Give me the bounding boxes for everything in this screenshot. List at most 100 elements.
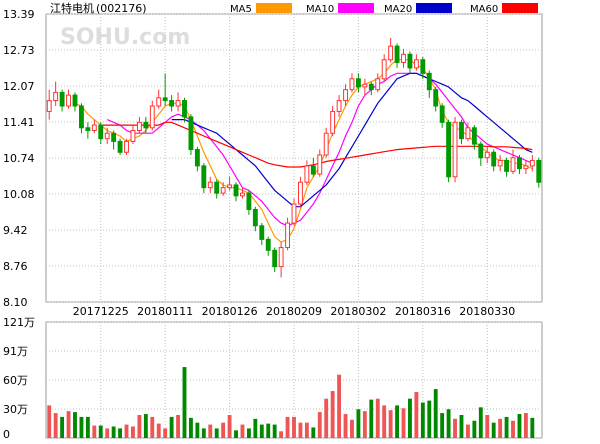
candle-body bbox=[214, 181, 220, 194]
volume-bar bbox=[356, 409, 361, 438]
volume-bar bbox=[459, 414, 464, 438]
volume-bar bbox=[266, 423, 271, 438]
volume-bar bbox=[324, 398, 329, 438]
volume-bar bbox=[285, 416, 290, 438]
volume-bar bbox=[350, 419, 354, 438]
candle bbox=[478, 141, 484, 166]
volume-axis-labels: 121万 91万 60万 30万 0 bbox=[3, 316, 35, 441]
volume-bar bbox=[150, 416, 155, 438]
candle-body bbox=[169, 100, 175, 107]
price-tick-label: 13.39 bbox=[3, 8, 35, 21]
volume-bar bbox=[304, 422, 309, 438]
candle bbox=[426, 70, 432, 98]
volume-bar bbox=[311, 427, 316, 438]
volume-bar bbox=[208, 424, 213, 438]
candle-body bbox=[104, 132, 110, 140]
candle bbox=[497, 155, 503, 172]
date-tick-label: 20171225 bbox=[73, 305, 129, 318]
price-tick-label: 10.74 bbox=[3, 152, 35, 165]
candle-body bbox=[394, 45, 400, 63]
volume-bar bbox=[143, 414, 148, 438]
date-tick-label: 20180302 bbox=[330, 305, 386, 318]
volume-bar bbox=[259, 424, 264, 438]
candle-body bbox=[343, 89, 348, 102]
volume-bar bbox=[111, 426, 116, 438]
candle-body bbox=[85, 127, 91, 132]
date-tick-label: 20180209 bbox=[266, 305, 322, 318]
candle-body bbox=[272, 249, 278, 268]
candle bbox=[433, 86, 439, 112]
candle bbox=[536, 157, 542, 188]
candle bbox=[291, 198, 297, 226]
volume-bar bbox=[362, 411, 367, 438]
candle bbox=[471, 125, 477, 150]
candle-body bbox=[433, 89, 439, 107]
candle bbox=[362, 78, 368, 96]
volume-bar bbox=[47, 405, 52, 438]
candle bbox=[523, 160, 529, 175]
candle-body bbox=[375, 78, 381, 91]
candle-body bbox=[233, 184, 239, 197]
candle bbox=[259, 223, 265, 245]
candle-body bbox=[491, 151, 497, 167]
candle-body bbox=[143, 121, 149, 129]
price-tick-label: 8.76 bbox=[3, 260, 28, 273]
candle bbox=[446, 119, 452, 183]
candle bbox=[104, 127, 110, 145]
volume-bar bbox=[79, 416, 84, 438]
candle-body bbox=[368, 83, 374, 91]
candle bbox=[207, 176, 213, 194]
candle-body bbox=[426, 72, 432, 91]
candle bbox=[265, 236, 271, 256]
candle-body bbox=[278, 247, 284, 268]
candle-body bbox=[66, 94, 71, 107]
candle bbox=[349, 73, 355, 93]
volume-bar bbox=[98, 425, 103, 438]
candle-body bbox=[46, 100, 52, 112]
volume-tick-label: 60万 bbox=[3, 374, 28, 387]
volume-bar bbox=[317, 412, 322, 438]
volume-bar bbox=[530, 417, 535, 438]
volume-bar bbox=[433, 389, 438, 438]
date-tick-label: 20180330 bbox=[459, 305, 515, 318]
candle bbox=[53, 81, 59, 107]
candle-body bbox=[136, 121, 142, 132]
volume-bar bbox=[53, 413, 58, 438]
candle bbox=[182, 97, 187, 123]
candle-body bbox=[156, 97, 162, 107]
candle-body bbox=[536, 159, 542, 183]
candle bbox=[66, 89, 71, 109]
candle-body bbox=[310, 165, 316, 175]
candle-body bbox=[452, 121, 458, 178]
candle-body bbox=[194, 149, 200, 167]
candle-body bbox=[497, 159, 503, 167]
volume-bar bbox=[118, 428, 123, 438]
volume-tick-label: 121万 bbox=[3, 316, 35, 329]
date-tick-label: 20180126 bbox=[202, 305, 258, 318]
legend-swatch bbox=[502, 3, 538, 13]
candle-body bbox=[265, 238, 271, 251]
legend-label: MA60 bbox=[470, 4, 498, 15]
volume-bar bbox=[279, 431, 284, 438]
volume-bar bbox=[105, 428, 110, 438]
candle bbox=[278, 242, 284, 278]
volume-bar bbox=[369, 399, 374, 438]
candle bbox=[504, 157, 510, 177]
candle bbox=[298, 176, 303, 207]
candle bbox=[529, 155, 535, 172]
candle-body bbox=[285, 222, 290, 249]
legend-label: MA5 bbox=[230, 4, 252, 15]
candle-body bbox=[130, 130, 136, 142]
volume-bar bbox=[189, 417, 193, 438]
volume-bar bbox=[131, 426, 135, 438]
price-tick-label: 11.41 bbox=[3, 116, 35, 129]
price-tick-label: 12.73 bbox=[3, 44, 35, 57]
candle bbox=[59, 89, 65, 112]
volume-bar bbox=[504, 416, 509, 438]
volume-bar bbox=[511, 420, 515, 438]
volume-bar bbox=[472, 420, 477, 438]
candle-body bbox=[323, 132, 329, 156]
candle-body bbox=[523, 165, 529, 170]
volume-bar bbox=[124, 424, 129, 438]
volume-bar bbox=[388, 410, 393, 438]
